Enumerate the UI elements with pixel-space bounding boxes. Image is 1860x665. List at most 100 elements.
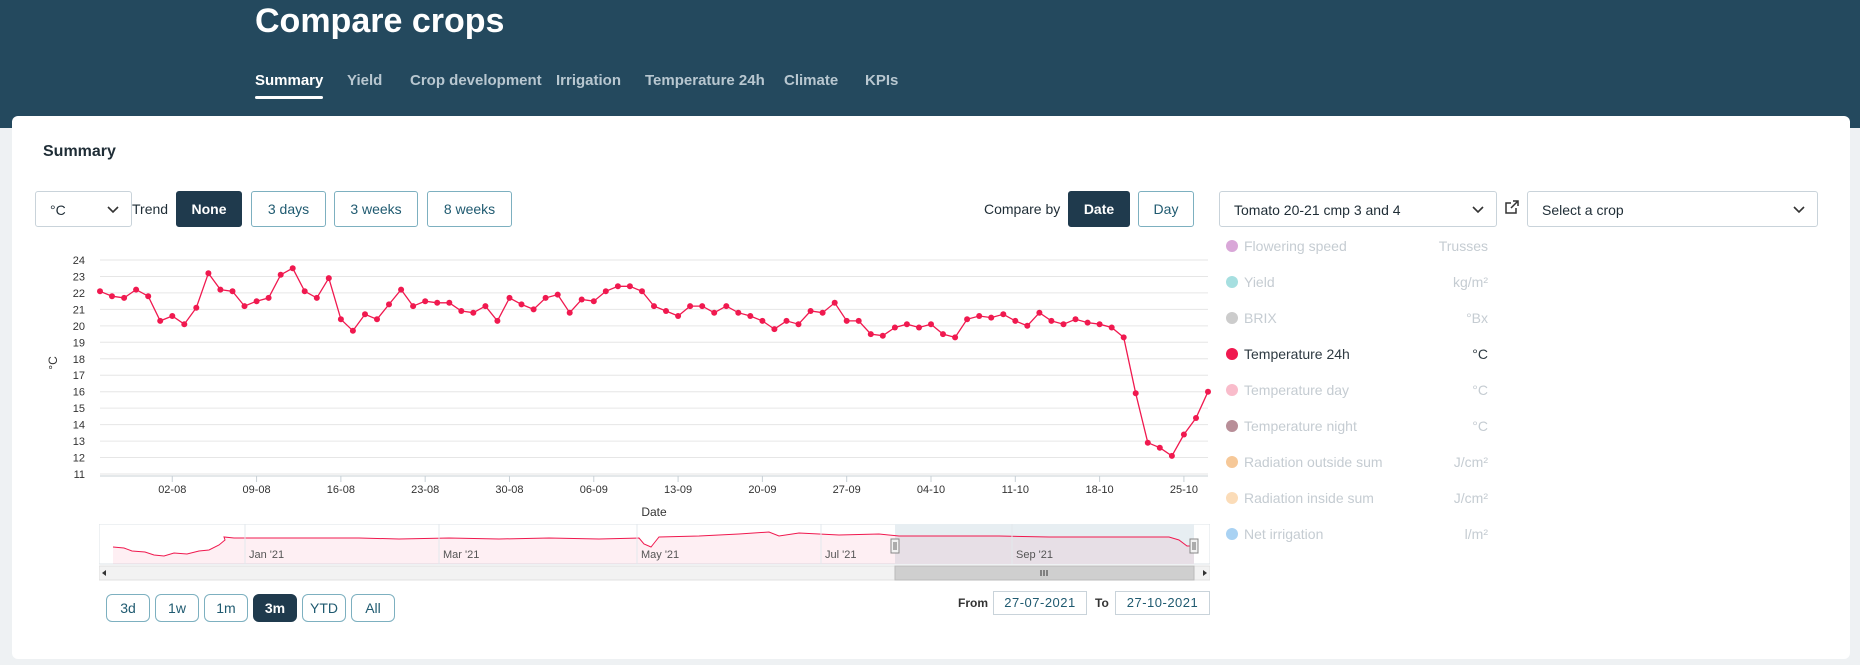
data-point[interactable] [590, 298, 597, 305]
data-point[interactable] [337, 316, 344, 323]
data-point[interactable] [1096, 321, 1103, 328]
data-point[interactable] [97, 288, 103, 295]
data-point[interactable] [723, 303, 730, 310]
data-point[interactable] [759, 317, 766, 324]
data-point[interactable] [157, 317, 164, 324]
compare-day-button[interactable]: Day [1138, 191, 1194, 227]
data-point[interactable] [1084, 319, 1091, 326]
range-3d-button[interactable]: 3d [106, 594, 150, 622]
navigator-scrollbar[interactable] [99, 565, 1210, 581]
data-point[interactable] [1012, 317, 1019, 324]
compare-date-button[interactable]: Date [1068, 191, 1130, 227]
data-point[interactable] [1036, 309, 1043, 316]
crop-select[interactable]: Tomato 20-21 cmp 3 and 4 [1219, 191, 1497, 227]
data-point[interactable] [1120, 334, 1127, 341]
legend-item[interactable]: Temperature night °C [1226, 416, 1488, 436]
tab-yield[interactable]: Yield [347, 72, 383, 89]
data-point[interactable] [843, 317, 850, 324]
data-point[interactable] [458, 308, 465, 314]
legend-item[interactable]: Radiation inside sum J/cm² [1226, 488, 1488, 508]
data-point[interactable] [626, 283, 633, 290]
second-crop-select[interactable]: Select a crop [1527, 191, 1818, 227]
data-point[interactable] [325, 275, 332, 282]
data-point[interactable] [735, 309, 742, 316]
data-point[interactable] [193, 304, 200, 311]
range-navigator[interactable]: Jan '21 Mar '21 May '21 Jul '21 Sep '21 [99, 524, 1210, 582]
data-point[interactable] [916, 324, 922, 331]
data-point[interactable] [687, 303, 694, 310]
trend-3days-button[interactable]: 3 days [251, 191, 326, 227]
data-point[interactable] [362, 311, 368, 318]
data-point[interactable] [253, 298, 260, 305]
tab-crop-development[interactable]: Crop development [410, 72, 542, 89]
data-point[interactable] [614, 283, 621, 290]
data-point[interactable] [554, 291, 561, 298]
data-point[interactable] [446, 299, 453, 306]
data-point[interactable] [940, 331, 946, 338]
data-point[interactable] [422, 298, 429, 305]
data-point[interactable] [494, 317, 501, 324]
data-point[interactable] [518, 301, 525, 308]
data-point[interactable] [482, 303, 489, 310]
legend-item[interactable]: Radiation outside sum J/cm² [1226, 452, 1488, 472]
data-point[interactable] [470, 309, 477, 316]
data-point[interactable] [602, 288, 609, 295]
navigator-right-handle[interactable] [1189, 538, 1199, 554]
data-point[interactable] [988, 314, 995, 321]
data-point[interactable] [831, 299, 838, 306]
range-ytd-button[interactable]: YTD [302, 594, 346, 622]
data-point[interactable] [374, 316, 380, 323]
data-point[interactable] [807, 308, 814, 314]
data-point[interactable] [145, 293, 152, 300]
data-point[interactable] [169, 313, 176, 319]
legend-item[interactable]: Temperature 24h °C [1226, 344, 1488, 364]
data-point[interactable] [1144, 439, 1151, 446]
data-point[interactable] [410, 303, 417, 310]
navigator-left-handle[interactable] [890, 538, 900, 554]
data-point[interactable] [1048, 317, 1055, 324]
legend-item[interactable]: Yield kg/m² [1226, 272, 1488, 292]
data-point[interactable] [566, 309, 573, 316]
to-date-input[interactable]: 27-10-2021 [1115, 591, 1210, 615]
data-point[interactable] [109, 293, 115, 300]
data-point[interactable] [783, 317, 790, 324]
data-point[interactable] [867, 331, 874, 338]
legend-item[interactable]: Flowering speed Trusses [1226, 236, 1488, 256]
data-point[interactable] [542, 294, 549, 301]
data-point[interactable] [1132, 390, 1139, 397]
data-point[interactable] [265, 294, 272, 301]
data-point[interactable] [711, 309, 718, 316]
data-point[interactable] [795, 321, 802, 328]
data-point[interactable] [976, 313, 983, 319]
data-point[interactable] [241, 303, 248, 310]
data-point[interactable] [964, 316, 971, 323]
data-point[interactable] [1168, 452, 1175, 459]
tab-climate[interactable]: Climate [784, 72, 839, 89]
data-point[interactable] [217, 286, 224, 293]
data-point[interactable] [675, 313, 682, 319]
range-1m-button[interactable]: 1m [204, 594, 248, 622]
data-point[interactable] [205, 270, 212, 277]
data-point[interactable] [891, 324, 898, 331]
legend-item[interactable]: Temperature day °C [1226, 380, 1488, 400]
data-point[interactable] [530, 306, 537, 313]
data-point[interactable] [747, 313, 754, 319]
data-point[interactable] [1180, 431, 1187, 438]
legend-item[interactable]: Net irrigation l/m² [1226, 524, 1488, 544]
data-point[interactable] [229, 288, 236, 295]
data-point[interactable] [903, 321, 910, 328]
range-1w-button[interactable]: 1w [155, 594, 199, 622]
data-point[interactable] [386, 301, 392, 308]
data-point[interactable] [1108, 324, 1115, 331]
legend-item[interactable]: BRIX °Bx [1226, 308, 1488, 328]
data-point[interactable] [1060, 321, 1067, 328]
trend-3weeks-button[interactable]: 3 weeks [334, 191, 418, 227]
data-point[interactable] [349, 327, 356, 334]
data-point[interactable] [879, 332, 886, 339]
data-point[interactable] [133, 286, 140, 293]
data-point[interactable] [1205, 388, 1211, 395]
trend-none-button[interactable]: None [176, 191, 242, 227]
data-point[interactable] [289, 265, 296, 272]
data-point[interactable] [771, 326, 778, 333]
data-point[interactable] [1000, 311, 1007, 318]
